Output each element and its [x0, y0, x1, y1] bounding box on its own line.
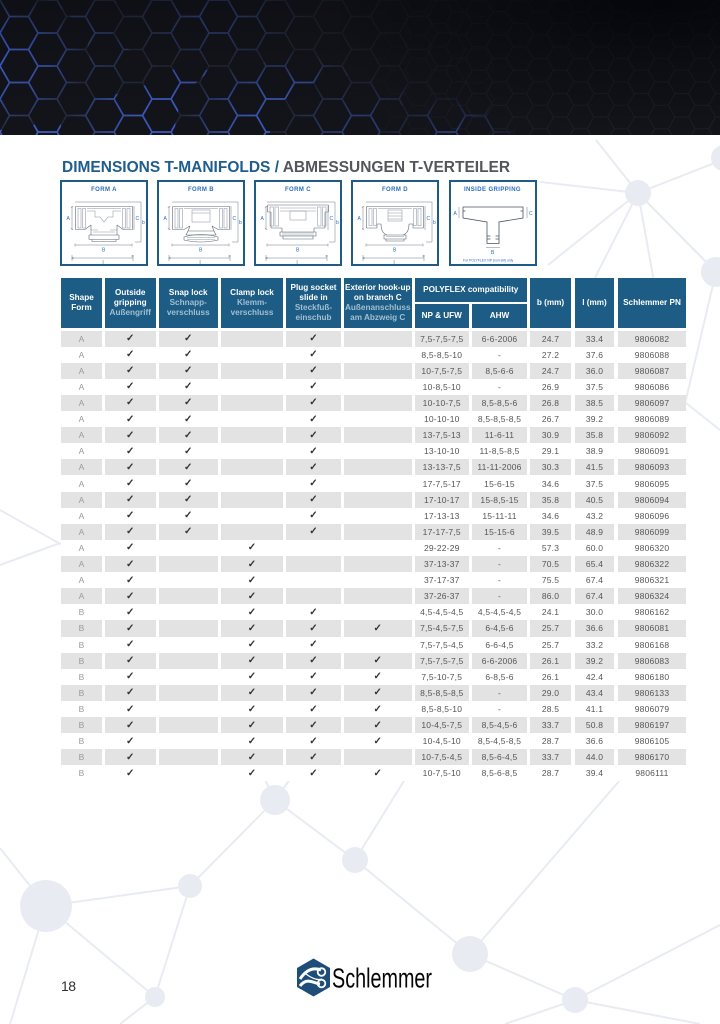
svg-text:C: C	[136, 216, 140, 222]
svg-text:A: A	[261, 216, 265, 222]
svg-text:C: C	[233, 216, 237, 222]
svg-text:A: A	[453, 211, 457, 217]
svg-text:b: b	[433, 220, 436, 226]
svg-text:b: b	[142, 220, 145, 226]
svg-text:A: A	[67, 216, 71, 222]
svg-text:C: C	[427, 216, 431, 222]
svg-text:B: B	[199, 248, 203, 254]
svg-text:l: l	[103, 260, 104, 264]
svg-text:B: B	[296, 248, 300, 254]
svg-text:Schlemmer: Schlemmer	[332, 963, 432, 994]
svg-text:l: l	[200, 260, 201, 264]
svg-text:C: C	[529, 211, 533, 217]
svg-text:C: C	[330, 216, 334, 222]
svg-text:l: l	[394, 260, 395, 264]
svg-text:A: A	[358, 216, 362, 222]
svg-text:A: A	[164, 216, 168, 222]
svg-text:b: b	[239, 220, 242, 226]
svg-text:b: b	[336, 220, 339, 226]
svg-text:B: B	[102, 248, 106, 254]
svg-text:B: B	[393, 248, 397, 254]
svg-text:For POLYFLEX NP (non-slit) onl: For POLYFLEX NP (non-slit) only	[463, 259, 513, 263]
svg-text:B: B	[491, 250, 495, 256]
svg-text:l: l	[297, 260, 298, 264]
